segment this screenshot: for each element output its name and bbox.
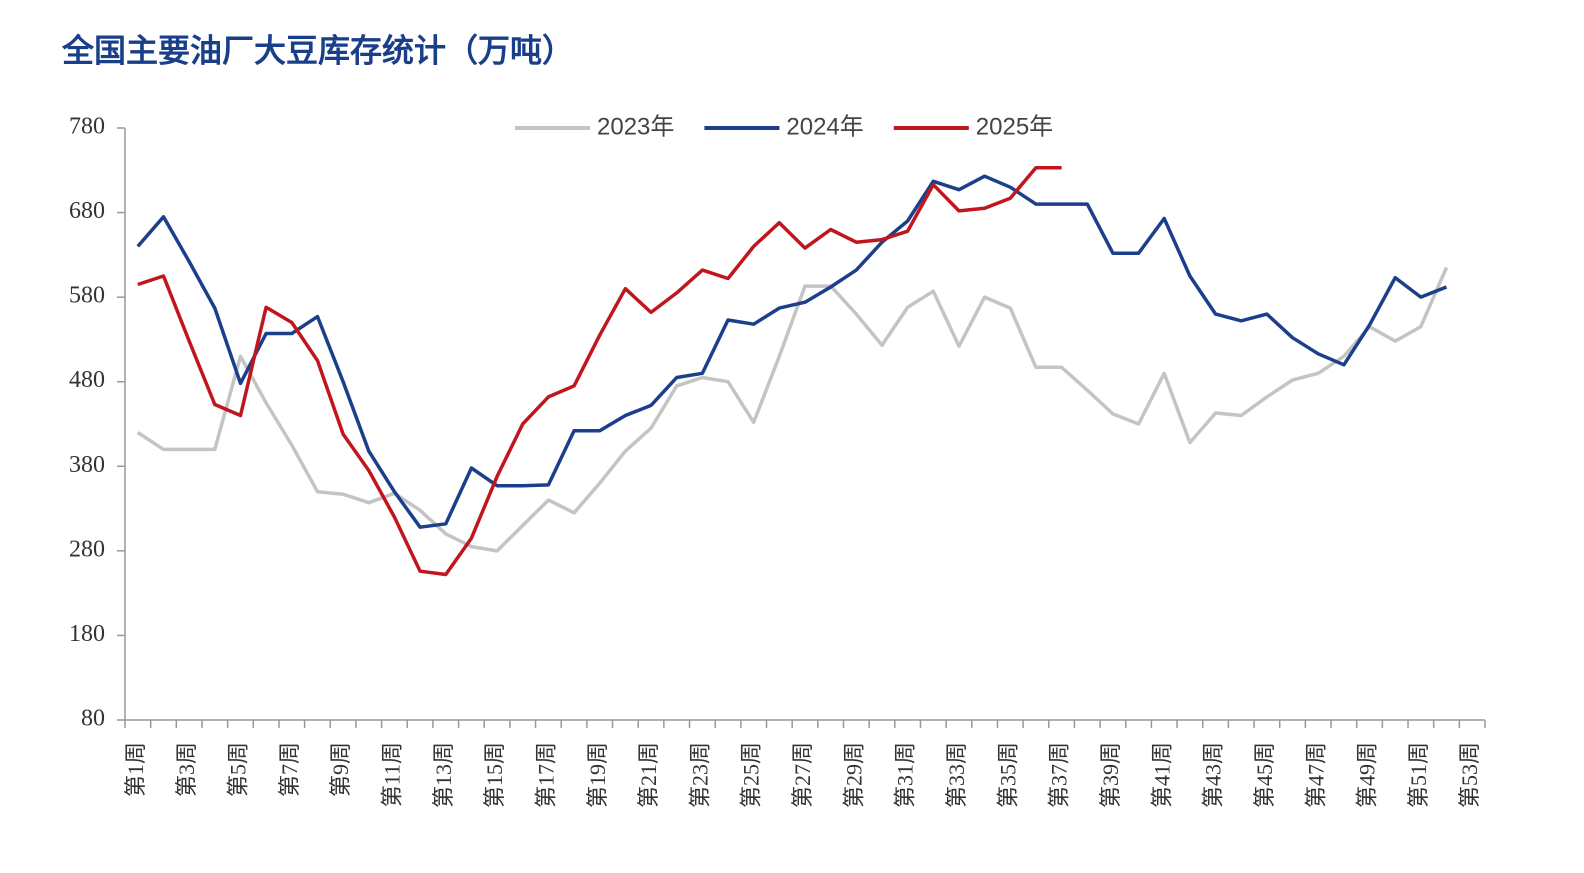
x-tick-label: 第15周: [482, 742, 507, 808]
y-tick-label: 180: [69, 621, 105, 647]
x-tick-label: 第17周: [533, 742, 558, 808]
legend-label: 2023年: [597, 113, 674, 140]
x-tick-label: 第11周: [379, 742, 404, 807]
x-tick-label: 第49周: [1355, 742, 1380, 808]
x-tick-label: 第29周: [841, 742, 866, 808]
x-tick-label: 第3周: [174, 742, 199, 797]
series-line: [136, 174, 1448, 529]
x-tick-label: 第35周: [995, 742, 1020, 808]
chart-title: 全国主要油厂大豆库存统计（万吨）: [61, 32, 574, 68]
x-tick-label: 第53周: [1457, 742, 1482, 808]
x-tick-label: 第45周: [1252, 742, 1277, 808]
y-tick-label: 280: [69, 536, 105, 562]
x-tick-label: 第43周: [1201, 742, 1226, 808]
x-tick-label: 第27周: [790, 742, 815, 808]
x-tick-label: 第5周: [226, 742, 251, 797]
legend-label: 2025年: [976, 113, 1053, 140]
x-tick-label: 第19周: [585, 742, 610, 808]
x-tick-label: 第13周: [431, 742, 456, 808]
x-tick-label: 第41周: [1149, 742, 1174, 808]
x-tick-label: 第31周: [893, 742, 918, 808]
x-tick-label: 第47周: [1303, 742, 1328, 808]
y-tick-label: 780: [69, 114, 105, 140]
x-tick-label: 第51周: [1406, 742, 1431, 808]
x-tick-label: 第25周: [739, 742, 764, 808]
x-tick-label: 第1周: [123, 742, 148, 797]
x-tick-label: 第7周: [277, 742, 302, 797]
y-tick-label: 680: [69, 198, 105, 224]
y-tick-label: 380: [69, 452, 105, 478]
x-tick-label: 第33周: [944, 742, 969, 808]
x-tick-label: 第9周: [328, 742, 353, 797]
x-tick-label: 第23周: [687, 742, 712, 808]
y-tick-label: 480: [69, 367, 105, 393]
x-tick-label: 第21周: [636, 742, 661, 808]
y-tick-label: 80: [81, 706, 105, 732]
y-tick-label: 580: [69, 283, 105, 309]
x-tick-label: 第39周: [1098, 742, 1123, 808]
legend-label: 2024年: [786, 113, 863, 140]
series-line: [137, 165, 1062, 577]
series-line: [136, 266, 1449, 553]
x-tick-label: 第37周: [1047, 742, 1072, 808]
